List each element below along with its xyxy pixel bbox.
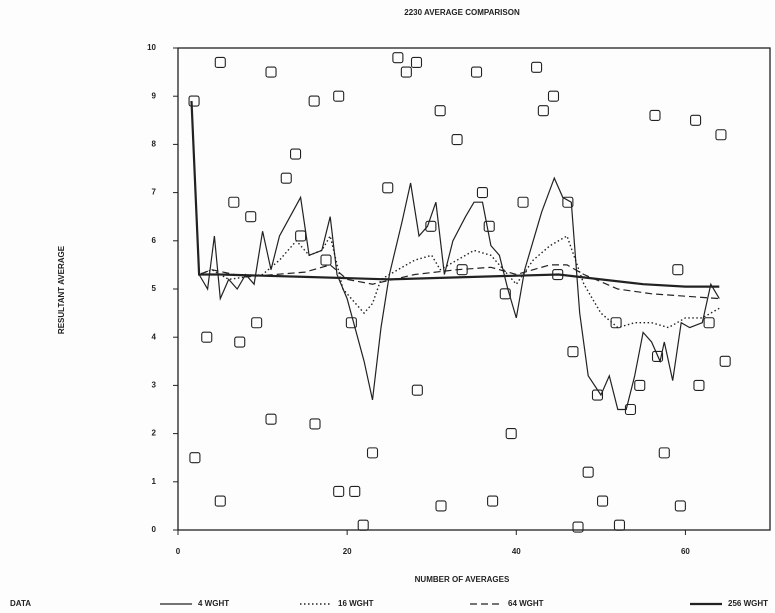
y-axis-label: RESULTANT AVERAGE — [57, 245, 66, 334]
y-tick-label: 0 — [152, 525, 157, 534]
y-tick-label: 4 — [152, 332, 157, 341]
y-tick-label: 6 — [152, 236, 157, 245]
y-tick-label: 7 — [152, 188, 157, 197]
background — [0, 0, 775, 613]
x-tick-label: 0 — [176, 547, 181, 556]
x-tick-label: 60 — [681, 547, 690, 556]
y-tick-label: 2 — [152, 429, 157, 438]
legend-label: 64 WGHT — [508, 599, 544, 608]
x-tick-label: 20 — [343, 547, 352, 556]
chart-title: 2230 AVERAGE COMPARISON — [404, 8, 520, 17]
legend-label: 16 WGHT — [338, 599, 374, 608]
y-tick-label: 8 — [152, 140, 157, 149]
legend-label: 256 WGHT — [728, 599, 768, 608]
x-tick-label: 40 — [512, 547, 521, 556]
chart: 2230 AVERAGE COMPARISON NUMBER OF AVERAG… — [0, 0, 775, 613]
y-tick-label: 10 — [147, 43, 156, 52]
legend-label: 4 WGHT — [198, 599, 229, 608]
y-tick-label: 9 — [152, 91, 157, 100]
legend-label: DATA — [10, 599, 31, 608]
y-tick-label: 3 — [152, 381, 157, 390]
x-axis-label: NUMBER OF AVERAGES — [415, 575, 510, 584]
y-tick-label: 5 — [152, 284, 157, 293]
y-tick-label: 1 — [152, 477, 157, 486]
